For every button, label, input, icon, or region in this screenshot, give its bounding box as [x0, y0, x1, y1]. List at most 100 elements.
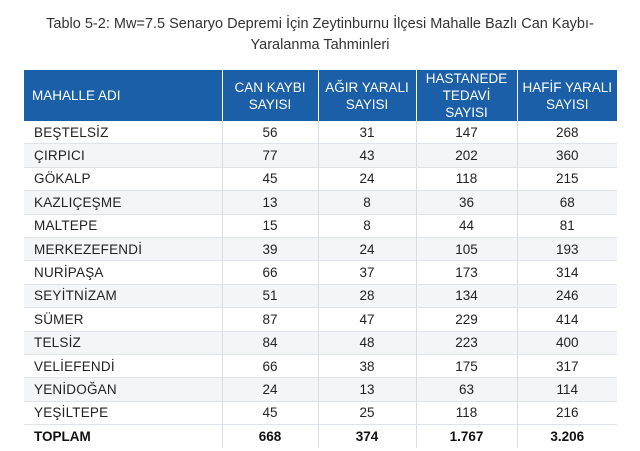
cell-hospital-treatment: 223: [415, 331, 517, 355]
cell-severe-injured: 24: [317, 237, 416, 262]
cell-hospital-treatment: 105: [415, 237, 517, 262]
header-label: SAYISI: [545, 96, 589, 112]
header-label: HASTANEDE: [425, 71, 508, 86]
cell-light-injured: 414: [516, 307, 617, 332]
cell-deaths: 45: [221, 401, 318, 426]
table-row: YENİDOĞAN 24 13 63 114: [24, 377, 617, 402]
table-row: BEŞTELSİZ 56 31 147 268: [24, 121, 617, 145]
table-row: KAZLIÇEŞME 13 8 36 68: [24, 190, 617, 215]
cell-hospital-treatment: 118: [415, 401, 517, 426]
cell-deaths: 87: [221, 307, 318, 332]
total-deaths: 668: [221, 424, 318, 449]
cell-deaths: 66: [221, 260, 318, 285]
cell-light-injured: 216: [516, 401, 617, 426]
header-label: SAYISI: [248, 96, 292, 112]
header-label: AĞIR YARALI: [325, 79, 409, 95]
table-row: VELİEFENDİ 66 38 175 317: [24, 354, 617, 379]
table-row: NURİPAŞA 66 37 173 314: [24, 260, 617, 285]
table-header: MAHALLE ADI CAN KAYBI SAYISI AĞIR YARALI…: [24, 70, 617, 121]
caption-line-1: Tablo 5-2: Mw=7.5 Senaryo Depremi İçin Z…: [46, 16, 594, 32]
header-label: TEDAVİ SAYISI: [442, 88, 491, 120]
cell-light-injured: 400: [516, 331, 617, 355]
table-caption: Tablo 5-2: Mw=7.5 Senaryo Depremi İçin Z…: [0, 14, 640, 56]
cell-severe-injured: 31: [317, 121, 416, 145]
caption-line-2: Yaralanma Tahminleri: [250, 37, 390, 53]
cell-hospital-treatment: 63: [415, 377, 517, 402]
total-severe-injured: 374: [317, 424, 416, 449]
cell-severe-injured: 43: [317, 143, 416, 168]
cell-hospital-treatment: 175: [415, 354, 517, 379]
cell-neighborhood: MERKEZEFENDİ: [24, 237, 222, 262]
header-label: HAFİF YARALI: [522, 79, 613, 95]
cell-hospital-treatment: 134: [415, 284, 517, 309]
cell-hospital-treatment: 147: [415, 121, 517, 145]
cell-neighborhood: TELSİZ: [24, 331, 222, 355]
cell-light-injured: 360: [516, 143, 617, 168]
total-row: TOPLAM 668 374 1.767 3.206: [24, 424, 617, 449]
cell-severe-injured: 37: [317, 260, 416, 285]
total-hospital-treatment: 1.767: [415, 424, 517, 449]
cell-neighborhood: YEŞİLTEPE: [24, 401, 222, 426]
header-light-injured: HAFİF YARALI SAYISI: [516, 70, 617, 121]
header-row: MAHALLE ADI CAN KAYBI SAYISI AĞIR YARALI…: [24, 70, 617, 121]
casualty-table: MAHALLE ADI CAN KAYBI SAYISI AĞIR YARALI…: [24, 70, 617, 449]
header-label: CAN KAYBI: [234, 79, 306, 95]
cell-hospital-treatment: 44: [415, 214, 517, 238]
cell-neighborhood: SEYİTNİZAM: [24, 284, 222, 309]
table-row: GÖKALP 45 24 118 215: [24, 167, 617, 192]
header-label: MAHALLE ADI: [32, 88, 121, 103]
table-row: YEŞİLTEPE 45 25 118 216: [24, 401, 617, 426]
table-row: TELSİZ 84 48 223 400: [24, 331, 617, 355]
cell-severe-injured: 38: [317, 354, 416, 379]
cell-hospital-treatment: 118: [415, 167, 517, 192]
cell-light-injured: 193: [516, 237, 617, 262]
cell-deaths: 13: [221, 190, 318, 215]
cell-severe-injured: 28: [317, 284, 416, 309]
cell-severe-injured: 48: [317, 331, 416, 355]
cell-hospital-treatment: 173: [415, 260, 517, 285]
cell-hospital-treatment: 229: [415, 307, 517, 332]
cell-severe-injured: 25: [317, 401, 416, 426]
header-deaths: CAN KAYBI SAYISI: [221, 70, 318, 121]
cell-deaths: 77: [221, 143, 318, 168]
cell-light-injured: 268: [516, 121, 617, 145]
cell-light-injured: 81: [516, 214, 617, 238]
table-body: BEŞTELSİZ 56 31 147 268 ÇIRPICI 77 43 202 360 GÖKA…: [24, 121, 617, 426]
cell-severe-injured: 8: [317, 190, 416, 215]
cell-deaths: 66: [221, 354, 318, 379]
header-neighborhood: MAHALLE ADI: [24, 70, 222, 121]
table-row: MALTEPE 15 8 44 81: [24, 214, 617, 238]
cell-light-injured: 215: [516, 167, 617, 192]
cell-light-injured: 314: [516, 260, 617, 285]
header-label: SAYISI: [345, 96, 389, 112]
cell-deaths: 45: [221, 167, 318, 192]
total-light-injured: 3.206: [516, 424, 617, 449]
cell-neighborhood: NURİPAŞA: [24, 260, 222, 285]
cell-hospital-treatment: 36: [415, 190, 517, 215]
table-row: SÜMER 87 47 229 414: [24, 307, 617, 332]
cell-light-injured: 246: [516, 284, 617, 309]
cell-light-injured: 114: [516, 377, 617, 402]
cell-deaths: 39: [221, 237, 318, 262]
cell-deaths: 56: [221, 121, 318, 145]
cell-severe-injured: 24: [317, 167, 416, 192]
cell-neighborhood: BEŞTELSİZ: [24, 121, 222, 145]
cell-light-injured: 68: [516, 190, 617, 215]
table-row: MERKEZEFENDİ 39 24 105 193: [24, 237, 617, 262]
cell-neighborhood: ÇIRPICI: [24, 143, 222, 168]
cell-neighborhood: KAZLIÇEŞME: [24, 190, 222, 215]
cell-neighborhood: YENİDOĞAN: [24, 377, 222, 402]
header-severe-injured: AĞIR YARALI SAYISI: [317, 70, 416, 121]
cell-severe-injured: 13: [317, 377, 416, 402]
cell-deaths: 15: [221, 214, 318, 238]
cell-deaths: 84: [221, 331, 318, 355]
cell-hospital-treatment: 202: [415, 143, 517, 168]
cell-severe-injured: 8: [317, 214, 416, 238]
cell-severe-injured: 47: [317, 307, 416, 332]
table-row: SEYİTNİZAM 51 28 134 246: [24, 284, 617, 309]
cell-deaths: 51: [221, 284, 318, 309]
cell-light-injured: 317: [516, 354, 617, 379]
header-hospital-treatment: HASTANEDE TEDAVİ SAYISI: [415, 70, 517, 121]
cell-deaths: 24: [221, 377, 318, 402]
total-label: TOPLAM: [24, 424, 222, 449]
